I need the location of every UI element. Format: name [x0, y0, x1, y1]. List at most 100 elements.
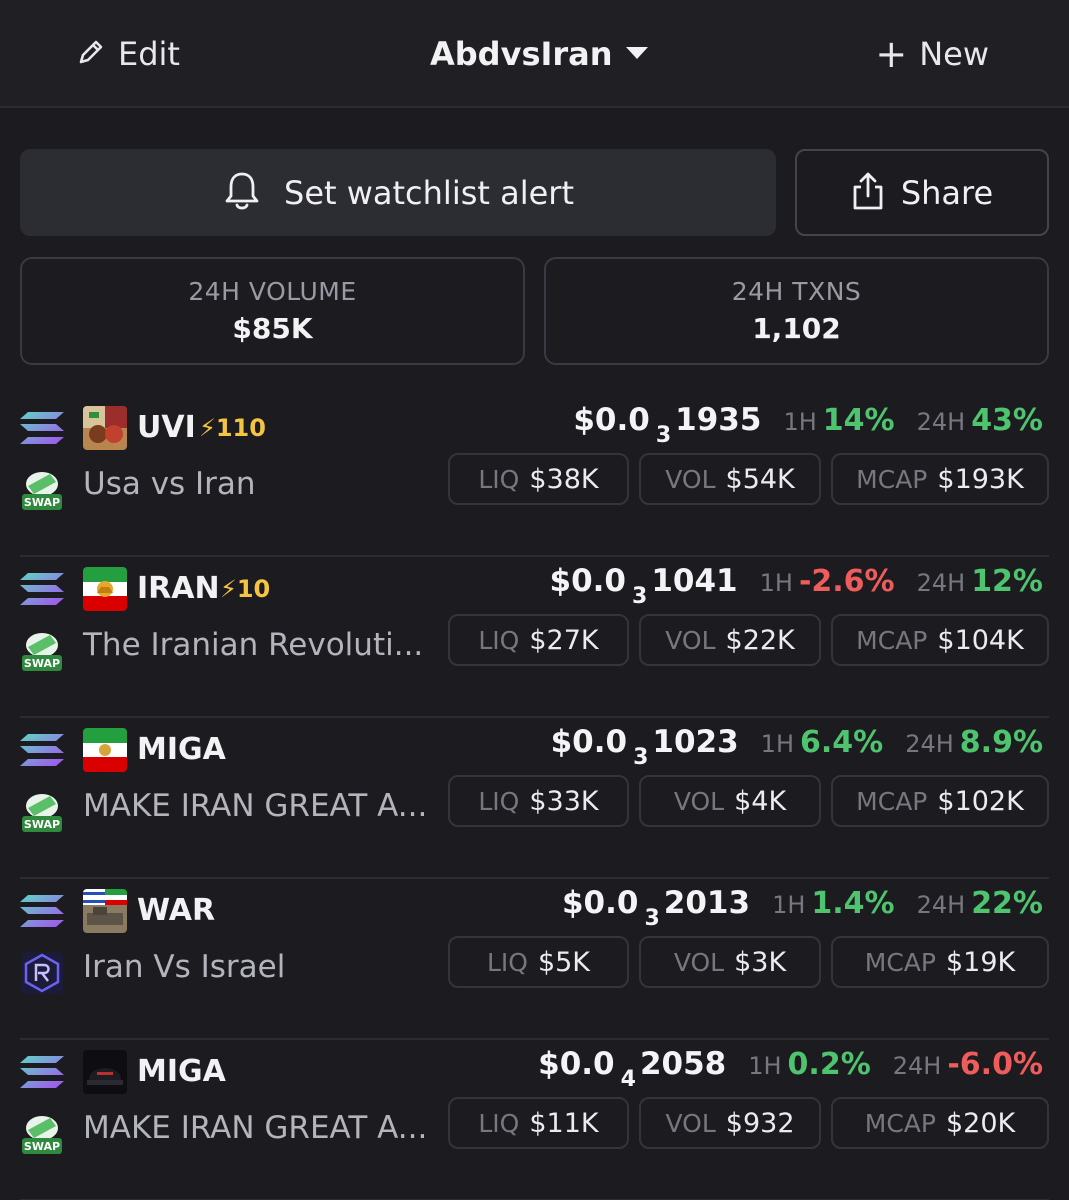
share-button[interactable]: Share	[795, 149, 1049, 236]
solana-icon	[20, 893, 64, 929]
plus-icon: +	[875, 32, 908, 76]
token-row[interactable]: SWAP MIGA MAKE IRAN GREAT A... $0.0 3 1023…	[0, 718, 1069, 879]
volume-pill: VOL $3K	[639, 936, 821, 988]
price-line: $0.0 3 1935 1H 14% 24H 43%	[573, 402, 1043, 454]
token-image	[83, 406, 127, 450]
top-bar: Edit AbdvsIran + New	[0, 0, 1069, 108]
volume-pill: VOL $54K	[639, 453, 821, 505]
liquidity-pill: LIQ $27K	[448, 614, 629, 666]
change-1h-label: 1H	[783, 408, 817, 436]
stat-value: 1,102	[752, 312, 841, 345]
svg-text:SWAP: SWAP	[24, 1140, 60, 1153]
change-1h-value: -2.6%	[798, 564, 895, 599]
liquidity-pill: LIQ $5K	[448, 936, 629, 988]
row-divider	[20, 555, 1049, 557]
volume-pill: VOL $4K	[639, 775, 821, 827]
change-24h-value: 43%	[971, 403, 1043, 438]
token-image	[83, 567, 127, 611]
solana-icon	[20, 732, 64, 768]
volume-stat-card: 24H VOLUME $85K	[20, 257, 525, 365]
token-symbol: WAR	[137, 893, 216, 928]
edit-button[interactable]: Edit	[76, 32, 180, 76]
edit-label: Edit	[118, 35, 180, 73]
token-symbol: MIGA	[137, 732, 226, 767]
liquidity-pill: LIQ $33K	[448, 775, 629, 827]
row-divider	[20, 1038, 1049, 1040]
token-price: $0.0 3 1023	[550, 724, 739, 770]
token-image	[83, 889, 127, 933]
token-row[interactable]: SWAP MIGA MAKE IRAN GREAT A... $0.0 4 2058…	[0, 1040, 1069, 1200]
token-symbol: MIGA	[137, 1054, 226, 1089]
bell-icon	[222, 170, 262, 216]
swap-dex-icon: SWAP	[20, 790, 64, 834]
change-24h-value: 22%	[971, 886, 1043, 921]
boost-badge: ⚡110	[199, 414, 266, 442]
token-symbol: IRAN	[137, 571, 220, 606]
liquidity-pill: LIQ $11K	[448, 1097, 629, 1149]
watchlist-selector[interactable]: AbdvsIran	[430, 32, 649, 76]
token-name: Iran Vs Israel	[83, 949, 286, 985]
alert-label: Set watchlist alert	[284, 173, 574, 212]
volume-pill: VOL $22K	[639, 614, 821, 666]
stat-label: 24H TXNS	[731, 277, 862, 306]
row-divider	[20, 716, 1049, 718]
token-symbol: UVI	[137, 410, 196, 445]
token-price: $0.0 3 2013	[561, 885, 751, 931]
change-1h-value: 0.2%	[787, 1047, 871, 1082]
token-name: MAKE IRAN GREAT A...	[83, 1110, 428, 1146]
price-line: $0.0 4 2058 1H 0.2% 24H -6.0%	[538, 1046, 1043, 1098]
txns-stat-card: 24H TXNS 1,102	[544, 257, 1049, 365]
share-label: Share	[900, 173, 994, 212]
swap-dex-icon: SWAP	[20, 629, 64, 673]
market-cap-pill: MCAP $193K	[831, 453, 1049, 505]
change-1h-value: 14%	[822, 403, 895, 438]
stat-value: $85K	[232, 312, 313, 345]
swap-dex-icon: SWAP	[20, 468, 64, 512]
change-24h-label: 24H	[905, 730, 954, 758]
svg-text:SWAP: SWAP	[24, 818, 60, 831]
price-line: $0.0 3 2013 1H 1.4% 24H 22%	[562, 885, 1043, 937]
token-image	[83, 728, 127, 772]
new-watchlist-button[interactable]: + New	[875, 32, 989, 76]
solana-icon	[20, 571, 64, 607]
change-24h-value: -6.0%	[947, 1047, 1043, 1082]
token-price: $0.0 3 1041	[549, 563, 738, 609]
solana-icon	[20, 410, 64, 446]
share-icon	[851, 171, 885, 215]
liquidity-pill: LIQ $38K	[448, 453, 629, 505]
token-row[interactable]: SWAP IRAN ⚡10 The Iranian Revoluti... $0…	[0, 557, 1069, 718]
swap-dex-icon: SWAP	[20, 1112, 64, 1156]
change-1h-label: 1H	[748, 1052, 782, 1080]
market-cap-pill: MCAP $19K	[831, 936, 1049, 988]
change-1h-label: 1H	[772, 891, 806, 919]
change-24h-label: 24H	[916, 569, 966, 597]
token-price: $0.0 3 1935	[573, 402, 762, 448]
change-24h-value: 8.9%	[959, 725, 1043, 760]
token-name: MAKE IRAN GREAT A...	[83, 788, 428, 824]
change-1h-label: 1H	[759, 569, 793, 597]
market-cap-pill: MCAP $104K	[831, 614, 1049, 666]
svg-text:SWAP: SWAP	[24, 657, 60, 670]
set-watchlist-alert-button[interactable]: Set watchlist alert	[20, 149, 776, 236]
change-1h-value: 1.4%	[811, 886, 895, 921]
change-1h-value: 6.4%	[800, 725, 884, 760]
token-row[interactable]: SWAP UVI ⚡110 Usa vs Iran $0.0 3 1935 1H 1…	[0, 396, 1069, 557]
caret-down-icon	[625, 45, 649, 64]
volume-pill: VOL $932	[639, 1097, 821, 1149]
token-name: Usa vs Iran	[83, 466, 256, 502]
token-image	[83, 1050, 127, 1094]
row-divider	[20, 877, 1049, 879]
boost-badge: ⚡10	[220, 575, 271, 603]
change-1h-label: 1H	[760, 730, 794, 758]
new-label: New	[919, 35, 989, 73]
price-line: $0.0 3 1041 1H -2.6% 24H 12%	[550, 563, 1043, 615]
change-24h-label: 24H	[916, 891, 966, 919]
token-name: The Iranian Revoluti...	[83, 627, 424, 663]
market-cap-pill: MCAP $102K	[831, 775, 1049, 827]
svg-text:SWAP: SWAP	[24, 496, 60, 509]
change-24h-label: 24H	[892, 1052, 942, 1080]
watchlist-title: AbdvsIran	[430, 35, 613, 73]
token-row[interactable]: WAR Iran Vs Israel $0.0 3 2013 1H 1.4% 24H…	[0, 879, 1069, 1040]
change-24h-label: 24H	[916, 408, 966, 436]
change-24h-value: 12%	[971, 564, 1043, 599]
